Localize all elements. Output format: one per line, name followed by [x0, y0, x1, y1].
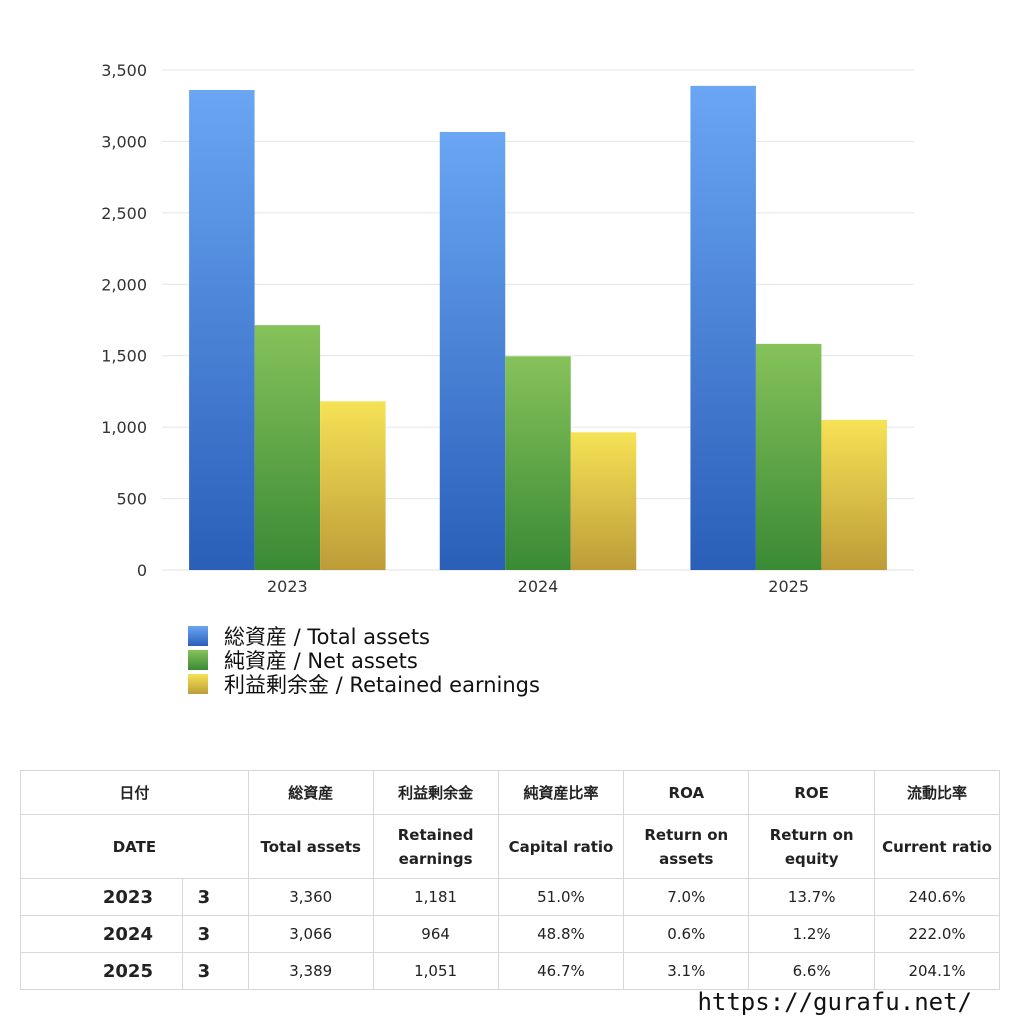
row-month: 3 — [181, 952, 249, 990]
cell-current-ratio: 240.6% — [874, 878, 1000, 916]
x-tick-label: 2024 — [518, 577, 559, 596]
legend-swatch-net-assets — [188, 650, 208, 670]
site-url: https://gurafu.net/ — [697, 988, 972, 1016]
header-retained-jp: 利益剰余金 — [372, 770, 499, 815]
cell-roa: 7.0% — [623, 878, 750, 916]
bar-net-assets-2025 — [755, 343, 822, 570]
header-roe-en: Return on equity — [748, 814, 876, 879]
cell-retained: 1,181 — [372, 878, 499, 916]
header-retained-en: Retained earnings — [372, 814, 499, 879]
table-header-en: DATE Total assets Retained earnings Capi… — [20, 814, 1000, 879]
bar-chart: 0 500 1,000 1,500 2,000 2,500 3,000 3,500 2023 2… — [101, 61, 914, 596]
header-current-ratio-en: Current ratio — [874, 814, 1000, 879]
legend-label-retained-earnings: 利益剰余金 / Retained earnings — [224, 673, 540, 697]
bar-total-assets-2023 — [189, 90, 255, 570]
legend-item-net-assets: 純資産 / Net assets — [188, 648, 540, 673]
bar-retained-earnings-2023 — [320, 401, 386, 570]
header-capital-ratio-jp: 純資産比率 — [497, 770, 625, 815]
y-tick-label: 500 — [116, 490, 147, 509]
bar-total-assets-2024 — [439, 132, 506, 570]
header-current-ratio-jp: 流動比率 — [874, 770, 1000, 815]
y-tick-label: 2,000 — [101, 275, 147, 294]
cell-total-assets: 3,360 — [247, 878, 374, 916]
row-year: 2023 — [20, 878, 183, 916]
header-roa-jp: ROA — [623, 770, 750, 815]
table-row: 2024 3 3,066 964 48.8% 0.6% 1.2% 222.0% — [20, 915, 1000, 953]
header-roa-en: Return on assets — [623, 814, 750, 879]
y-tick-label: 2,500 — [101, 204, 147, 223]
header-roe-jp: ROE — [748, 770, 876, 815]
bar-total-assets-2025 — [690, 85, 756, 570]
header-date-en: DATE — [20, 814, 249, 879]
row-month: 3 — [181, 878, 249, 916]
table-row: 2025 3 3,389 1,051 46.7% 3.1% 6.6% 204.1… — [20, 952, 1000, 990]
cell-roa: 0.6% — [623, 915, 750, 953]
bar-retained-earnings-2025 — [821, 419, 887, 570]
y-tick-label: 1,000 — [101, 418, 147, 437]
chart-legend: 総資産 / Total assets 純資産 / Net assets 利益剰余… — [188, 624, 540, 697]
cell-roa: 3.1% — [623, 952, 750, 990]
financial-metrics-table: 日付 総資産 利益剰余金 純資産比率 ROA ROE 流動比率 DATE Tot… — [20, 770, 1000, 990]
header-capital-ratio-en: Capital ratio — [497, 814, 625, 879]
y-tick-label: 3,000 — [101, 132, 147, 151]
bar-net-assets-2023 — [254, 325, 321, 570]
cell-total-assets: 3,066 — [247, 915, 374, 953]
table-header-jp: 日付 総資産 利益剰余金 純資産比率 ROA ROE 流動比率 — [20, 770, 1000, 815]
legend-item-total-assets: 総資産 / Total assets — [188, 624, 540, 649]
cell-roe: 13.7% — [748, 878, 876, 916]
header-total-assets-en: Total assets — [247, 814, 374, 879]
cell-capital-ratio: 51.0% — [497, 878, 625, 916]
cell-retained: 964 — [372, 915, 499, 953]
legend-label-total-assets: 総資産 / Total assets — [224, 625, 430, 649]
cell-roe: 6.6% — [748, 952, 876, 990]
cell-current-ratio: 204.1% — [874, 952, 1000, 990]
y-tick-label: 0 — [137, 561, 147, 580]
cell-total-assets: 3,389 — [247, 952, 374, 990]
row-month: 3 — [181, 915, 249, 953]
row-year: 2024 — [20, 915, 183, 953]
cell-current-ratio: 222.0% — [874, 915, 1000, 953]
row-year: 2025 — [20, 952, 183, 990]
table-row: 2023 3 3,360 1,181 51.0% 7.0% 13.7% 240.… — [20, 878, 1000, 916]
cell-roe: 1.2% — [748, 915, 876, 953]
x-tick-label: 2025 — [768, 577, 809, 596]
legend-label-net-assets: 純資産 / Net assets — [224, 649, 418, 673]
header-total-assets-jp: 総資産 — [247, 770, 374, 815]
legend-item-retained-earnings: 利益剰余金 / Retained earnings — [188, 672, 540, 697]
y-tick-label: 3,500 — [101, 61, 147, 80]
header-date-jp: 日付 — [20, 770, 249, 815]
bar-net-assets-2024 — [505, 356, 571, 570]
bar-retained-earnings-2024 — [570, 432, 637, 570]
y-tick-label: 1,500 — [101, 347, 147, 366]
cell-capital-ratio: 48.8% — [497, 915, 625, 953]
cell-capital-ratio: 46.7% — [497, 952, 625, 990]
x-tick-label: 2023 — [267, 577, 308, 596]
legend-swatch-retained-earnings — [188, 674, 208, 694]
cell-retained: 1,051 — [372, 952, 499, 990]
legend-swatch-total-assets — [188, 626, 208, 646]
